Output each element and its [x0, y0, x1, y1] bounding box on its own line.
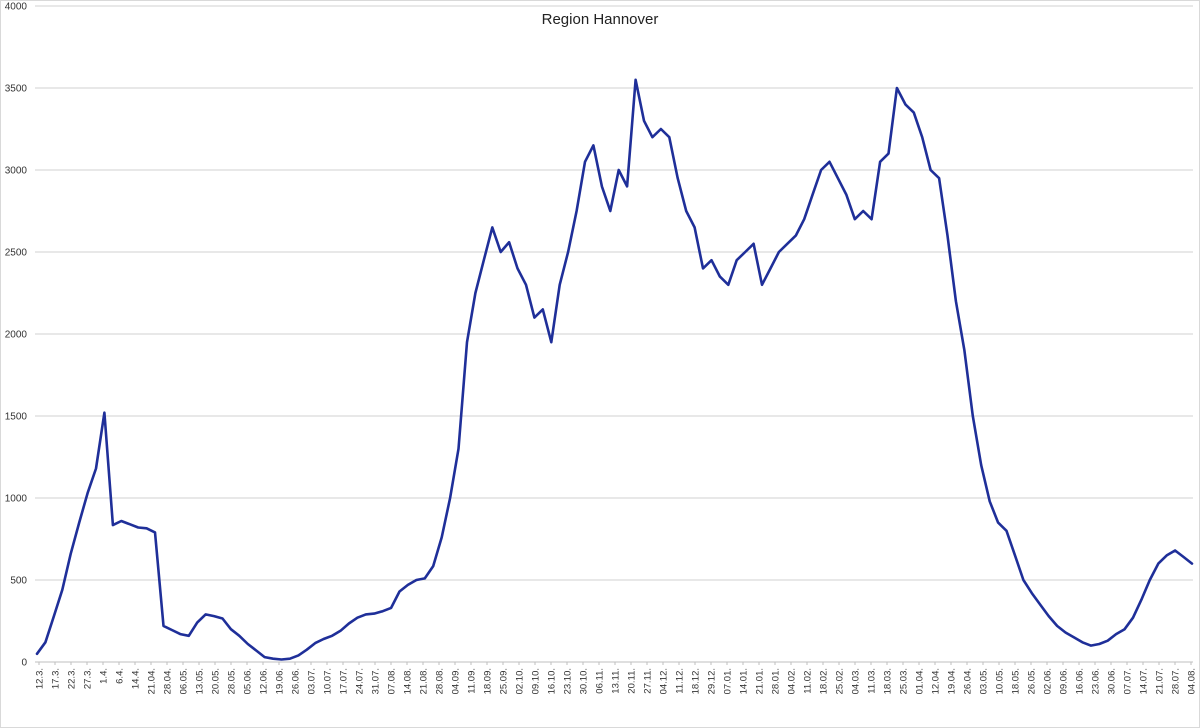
x-tick-label: 18.12.	[691, 668, 702, 694]
x-tick-label: 28.07.	[1171, 668, 1182, 694]
gridlines	[35, 5, 1193, 663]
y-tick-label: 0	[21, 658, 27, 669]
x-tick-label: 03.05.	[979, 668, 990, 694]
x-tick-label: 07.07.	[1123, 668, 1134, 694]
x-tick-label: 12.3.	[35, 668, 46, 689]
x-tick-label: 12.06.	[259, 668, 270, 694]
x-tick-label: 13.11.	[611, 668, 622, 694]
x-tick-label: 30.06.	[1107, 668, 1118, 694]
x-tick-label: 21.01.	[755, 668, 766, 694]
x-tick-label: 04.03.	[851, 668, 862, 694]
x-tick-label: 18.03.	[883, 668, 894, 694]
y-tick-label: 500	[10, 576, 27, 587]
y-tick-label: 1500	[5, 412, 28, 423]
x-tick-label: 10.07.	[323, 668, 334, 694]
x-tick-label: 05.06.	[243, 668, 254, 694]
x-tick-label: 16.06.	[1075, 668, 1086, 694]
x-tick-label: 28.05.	[227, 668, 238, 694]
x-tick-label: 20.05.	[211, 668, 222, 694]
x-tick-label: 13.05.	[195, 668, 206, 694]
x-tick-label: 29.12.	[707, 668, 718, 694]
x-tick-label: 28.01.	[771, 668, 782, 694]
x-tick-label: 18.05.	[1011, 668, 1022, 694]
x-tick-label: 11.12.	[675, 668, 686, 694]
x-tick-label: 14.08.	[403, 668, 414, 694]
x-tick-label: 27.11.	[643, 668, 654, 694]
y-tick-label: 2500	[5, 248, 28, 259]
y-tick-label: 4000	[5, 2, 28, 13]
x-tick-label: 18.09.	[483, 668, 494, 694]
x-tick-label: 04.08.	[1187, 668, 1198, 694]
x-tick-label: 25.03.	[899, 668, 910, 694]
x-tick-label: 16.10.	[547, 668, 558, 694]
x-tick-label: 18.02.	[819, 668, 830, 694]
x-tick-label: 21.04.	[147, 668, 158, 694]
x-tick-label: 23.06.	[1091, 668, 1102, 694]
x-tick-label: 6.4.	[115, 668, 126, 684]
x-tick-label: 27.3.	[83, 668, 94, 689]
x-tick-label: 04.12.	[659, 668, 670, 694]
y-axis-ticks: 0 500 1000 1500 2000 2500 3000 3500 4000	[5, 2, 28, 669]
x-tick-label: 23.10.	[563, 668, 574, 694]
x-tick-label: 21.07.	[1155, 668, 1166, 694]
y-tick-label: 2000	[5, 330, 28, 341]
x-tick-label: 03.07.	[307, 668, 318, 694]
x-tick-label: 24.07.	[355, 668, 366, 694]
x-tick-label: 17.07.	[339, 668, 350, 694]
x-tick-label: 17.3.	[51, 668, 62, 689]
y-tick-label: 3500	[5, 84, 28, 95]
x-tick-label: 19.04.	[947, 668, 958, 694]
x-tick-label: 07.01.	[723, 668, 734, 694]
x-tick-label: 25.09.	[499, 668, 510, 694]
x-tick-label: 12.04.	[931, 668, 942, 694]
x-tick-label: 26.06.	[291, 668, 302, 694]
x-tick-label: 25.02.	[835, 668, 846, 694]
x-tick-label: 04.09.	[451, 668, 462, 694]
x-tick-label: 26.04.	[963, 668, 974, 694]
x-tick-label: 30.10.	[579, 668, 590, 694]
x-tick-label: 21.08.	[419, 668, 430, 694]
x-tick-label: 14.4.	[131, 668, 142, 689]
x-tick-label: 06.05.	[179, 668, 190, 694]
x-tick-label: 14.07.	[1139, 668, 1150, 694]
x-tick-label: 22.3.	[67, 668, 78, 689]
x-tick-label: 01.04.	[915, 668, 926, 694]
chart-title: Region Hannover	[541, 11, 659, 28]
x-tick-label: 28.04.	[163, 668, 174, 694]
x-tick-label: 06.11.	[595, 668, 606, 694]
x-tick-label: 02.10.	[515, 668, 526, 694]
x-tick-label: 09.06.	[1059, 668, 1070, 694]
x-axis-ticks: 12.3. 17.3. 22.3. 27.3. 1.4. 6.4. 14.4. 21.04. 2…	[35, 662, 1198, 694]
x-tick-label: 04.02.	[787, 668, 798, 694]
series-layer	[35, 78, 1194, 661]
x-tick-label: 20.11.	[627, 668, 638, 694]
x-tick-label: 19.06.	[275, 668, 286, 694]
y-tick-label: 1000	[5, 494, 28, 505]
x-tick-label: 11.02.	[803, 668, 814, 694]
x-tick-label: 28.08.	[435, 668, 446, 694]
x-tick-label: 11.09.	[467, 668, 478, 694]
x-tick-label: 14.01.	[739, 668, 750, 694]
x-tick-label: 11.03.	[867, 668, 878, 694]
y-tick-label: 3000	[5, 166, 28, 177]
x-tick-label: 09.10.	[531, 668, 542, 694]
x-tick-label: 10.05.	[995, 668, 1006, 694]
series-line	[35, 78, 1194, 661]
x-tick-label: 07.08.	[387, 668, 398, 694]
x-tick-label: 1.4.	[99, 668, 110, 684]
x-tick-label: 26.05.	[1027, 668, 1038, 694]
x-tick-label: 31.07.	[371, 668, 382, 694]
x-tick-label: 02.06.	[1043, 668, 1054, 694]
